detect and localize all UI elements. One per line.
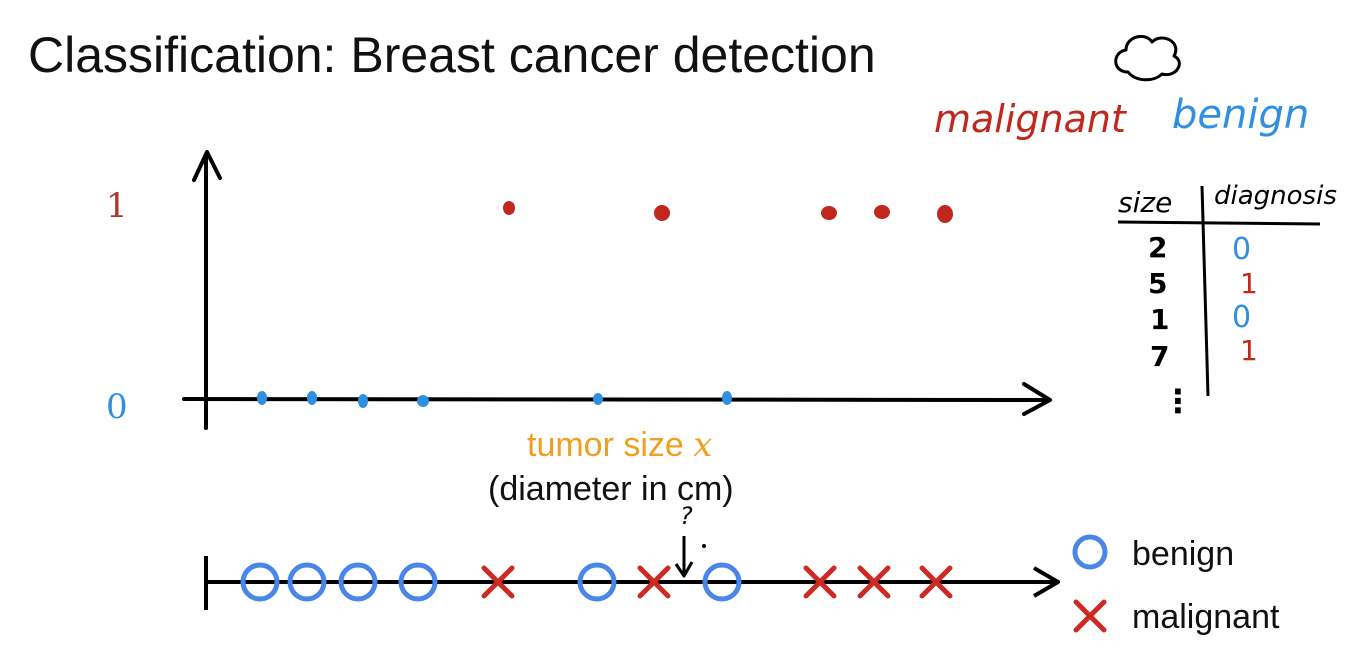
- table-header-diagnosis: diagnosis: [1214, 181, 1337, 211]
- legend-benign-label: benign: [1132, 535, 1234, 573]
- data-point-malignant: [821, 206, 837, 220]
- data-point-benign: [593, 393, 603, 405]
- data-point-benign: [358, 394, 368, 408]
- cloud-icon: [1114, 34, 1181, 82]
- benign-marker: [338, 562, 378, 602]
- number-line-axis: [204, 556, 1060, 610]
- table-continuation: ⋮: [1162, 382, 1194, 420]
- malignant-marker: [803, 565, 837, 599]
- table-cell-diagnosis: 0: [1232, 300, 1251, 335]
- table-cell-size: 5: [1148, 267, 1167, 300]
- benign-marker: [577, 562, 617, 602]
- bottom-legend: benign malignant: [1072, 534, 1280, 636]
- table-header-size: size: [1118, 186, 1172, 219]
- malignant-marker: [919, 565, 953, 599]
- page-title: Classification: Breast cancer detection: [28, 27, 876, 83]
- data-point-malignant: [654, 205, 670, 221]
- data-point-malignant: [874, 205, 890, 219]
- y-tick-1: 1: [106, 186, 128, 226]
- x-axis-label: tumor size x: [527, 425, 712, 465]
- x-axis-sublabel: (diameter in cm): [488, 470, 734, 508]
- benign-marker: [287, 562, 327, 602]
- legend-malignant-handwritten: malignant: [934, 97, 1128, 141]
- legend-benign-icon: [1072, 534, 1108, 570]
- main-axes: [182, 150, 1052, 430]
- benign-marker: [702, 562, 742, 602]
- question-annotation: ?: [674, 502, 706, 578]
- data-point-benign: [417, 395, 429, 407]
- number-line-benign: [240, 562, 742, 602]
- data-point-benign: [257, 391, 267, 405]
- malignant-marker: [637, 565, 671, 599]
- question-mark: ?: [680, 502, 693, 530]
- data-point-benign: [307, 391, 317, 405]
- table-cell-size: 1: [1150, 303, 1169, 336]
- data-point-malignant: [937, 205, 953, 223]
- malignant-marker: [857, 565, 891, 599]
- benign-points: [257, 391, 732, 408]
- table-cell-diagnosis: 1: [1240, 334, 1258, 367]
- table-cell-size: 2: [1148, 231, 1167, 264]
- legend-malignant-icon: [1073, 599, 1107, 633]
- malignant-marker: [481, 565, 515, 599]
- benign-marker: [240, 562, 280, 602]
- data-table: size diagnosis 2 0 5 1 1 0 7 1 ⋮: [1117, 181, 1337, 420]
- table-cell-diagnosis: 0: [1232, 232, 1251, 267]
- legend-malignant-label: malignant: [1132, 598, 1280, 636]
- data-point-malignant: [503, 201, 515, 215]
- y-tick-0: 0: [106, 387, 128, 427]
- malignant-points: [503, 201, 953, 223]
- table-cell-size: 7: [1150, 340, 1169, 373]
- legend-benign-handwritten: benign: [1172, 92, 1309, 138]
- benign-marker: [398, 562, 438, 602]
- table-cell-diagnosis: 1: [1240, 267, 1258, 300]
- number-line-malignant: [481, 565, 953, 599]
- data-point-benign: [722, 391, 732, 405]
